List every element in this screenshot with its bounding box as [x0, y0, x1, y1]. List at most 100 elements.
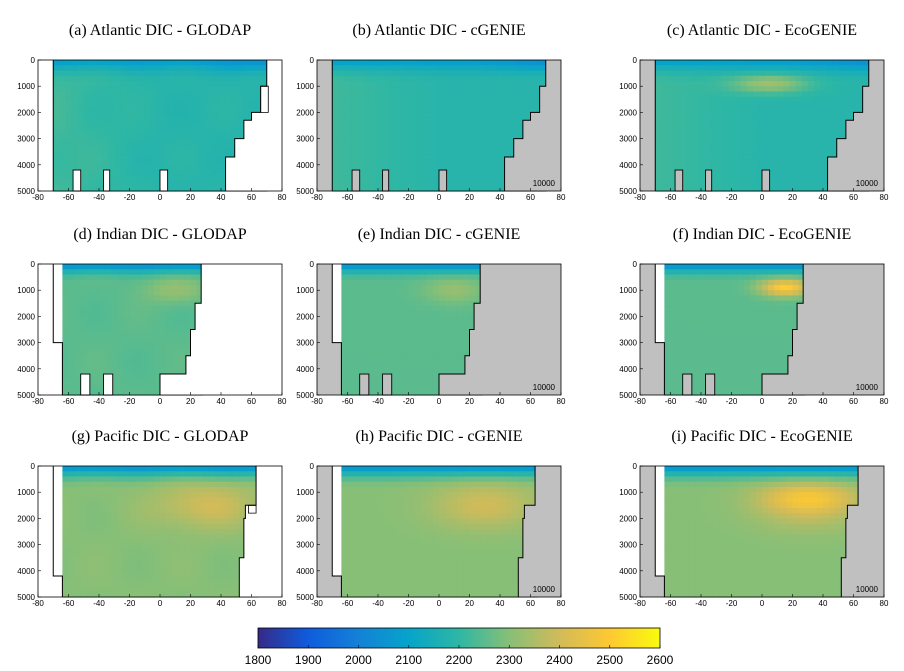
dic-cell — [147, 486, 155, 493]
dic-cell — [178, 279, 185, 286]
dic-cell — [768, 279, 775, 286]
dic-cell — [160, 363, 167, 370]
dic-cell — [771, 117, 778, 124]
dic-cell — [378, 332, 385, 338]
dic-cell — [664, 290, 672, 297]
dic-cell — [99, 481, 106, 488]
dic-cell — [86, 295, 94, 302]
dic-cell — [783, 117, 791, 124]
dic-cell — [163, 96, 170, 103]
dic-cell — [217, 164, 225, 171]
dic-cell — [368, 70, 376, 77]
dic-cell — [205, 60, 213, 66]
dic-cell — [129, 565, 137, 572]
dic-cell — [676, 326, 684, 333]
dic-cell — [62, 337, 70, 344]
dic-cell — [368, 154, 376, 161]
dic-cell — [141, 300, 149, 307]
dic-cell — [679, 107, 687, 113]
dic-cell — [451, 269, 458, 276]
west-coastline — [331, 264, 342, 395]
dic-cell — [147, 358, 155, 365]
dic-cell — [771, 86, 778, 93]
dic-cell — [771, 75, 778, 82]
dic-cell — [102, 149, 109, 155]
dic-cell — [344, 175, 352, 182]
dic-cell — [688, 274, 696, 281]
dic-cell — [65, 138, 73, 145]
dic-cell — [111, 279, 118, 286]
dic-cell — [490, 86, 498, 93]
dic-cell — [838, 122, 845, 129]
dic-cell — [193, 138, 201, 145]
dic-cell — [172, 295, 179, 302]
dic-cell — [740, 60, 748, 66]
dic-cell — [144, 80, 152, 87]
dic-cell — [789, 101, 797, 108]
dic-cell — [114, 180, 121, 187]
dic-cell — [59, 80, 67, 87]
dic-cell — [53, 159, 60, 166]
dic-cell — [123, 300, 131, 307]
dic-cell — [359, 290, 367, 297]
dic-cell — [359, 311, 367, 317]
dic-cell — [722, 164, 730, 171]
dic-cell — [707, 269, 714, 276]
dic-cell — [670, 358, 678, 365]
dic-cell — [780, 321, 787, 328]
dic-cell — [193, 170, 201, 176]
dic-cell — [496, 159, 504, 166]
dic-cell — [734, 133, 742, 140]
dic-cell — [193, 101, 201, 108]
dic-cell — [685, 112, 693, 119]
dic-cell — [417, 154, 425, 161]
dic-cell — [178, 326, 185, 333]
dic-cell — [350, 60, 358, 66]
dic-cell — [153, 264, 161, 270]
dic-cell — [80, 576, 88, 582]
dic-cell — [701, 305, 708, 312]
dic-cell — [396, 284, 403, 291]
dic-cell — [102, 159, 109, 166]
dic-cell — [466, 154, 474, 161]
dic-cell — [347, 332, 355, 338]
dic-cell — [533, 91, 541, 98]
dic-cell — [378, 389, 385, 396]
dic-cell — [193, 180, 201, 187]
dic-cell — [175, 164, 182, 171]
dic-cell — [381, 112, 388, 119]
dic-cell — [117, 486, 124, 493]
dic-cell — [62, 576, 70, 582]
dic-cell — [190, 279, 198, 286]
dic-cell — [163, 112, 170, 119]
dic-cell — [819, 170, 827, 176]
dic-cell — [801, 154, 809, 161]
dic-cell — [682, 295, 690, 302]
dic-cell — [813, 128, 821, 134]
dic-cell — [350, 143, 358, 150]
x-tick-label: -60 — [665, 193, 677, 202]
dic-cell — [752, 143, 760, 150]
dic-cell — [765, 80, 772, 87]
dic-cell — [175, 138, 182, 145]
dic-cell — [439, 300, 446, 307]
dic-cell — [728, 159, 736, 166]
dic-cell — [381, 143, 388, 150]
dic-cell — [408, 300, 416, 307]
dic-cell — [758, 65, 766, 72]
seafloor-ridge — [103, 169, 111, 192]
dic-cell — [359, 305, 367, 312]
dic-cell — [111, 565, 118, 572]
dic-cell — [826, 65, 833, 72]
dic-cell — [697, 143, 705, 150]
dic-cell — [405, 159, 413, 166]
dic-cell — [144, 159, 152, 166]
dic-cell — [114, 159, 121, 166]
y-tick-label: 2000 — [619, 312, 637, 321]
x-tick-label: 40 — [217, 193, 226, 202]
dic-cell — [688, 316, 696, 323]
dic-cell — [59, 117, 67, 124]
dic-cell — [728, 154, 736, 161]
dic-cell — [68, 555, 76, 561]
dic-cell — [408, 305, 416, 312]
